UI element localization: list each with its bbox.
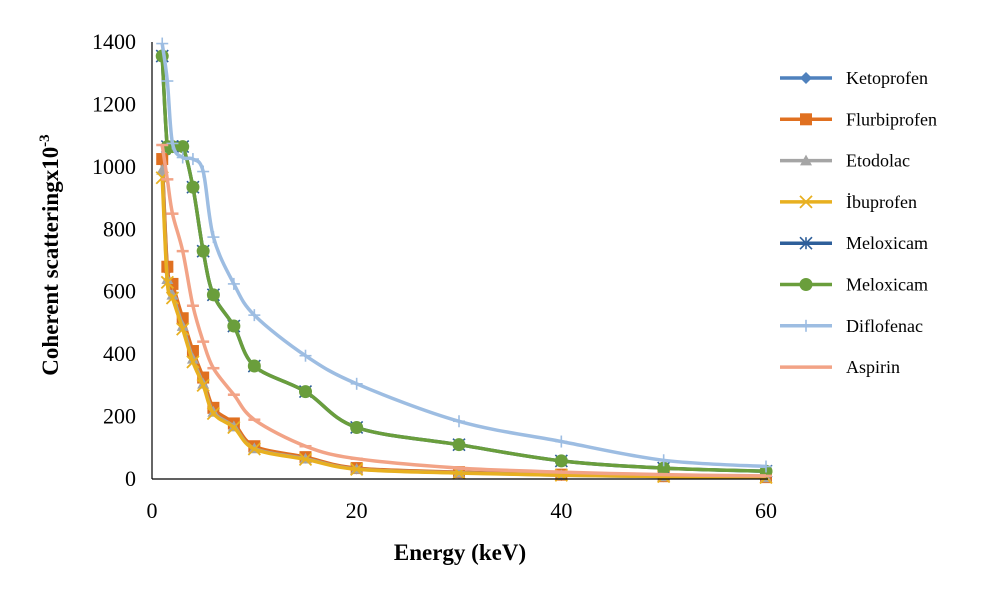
legend-marker-2: [800, 154, 812, 166]
legend-item-6: Diflofenac: [780, 316, 923, 336]
y-tick-label-3: 600: [103, 279, 136, 304]
legend-label-3: İbuprofen: [846, 192, 917, 212]
data-point-3-6: [206, 406, 221, 421]
y-axis-title: Coherent scatteringx10-3: [37, 134, 63, 375]
data-point-3-9: [298, 452, 313, 466]
series-0: [156, 153, 772, 484]
legend-marker-4: [799, 236, 813, 250]
legend-marker-0: [800, 72, 812, 84]
data-point-3-4: [186, 355, 200, 369]
data-point-5-5: [196, 244, 210, 258]
y-axis-title-main: Coherent scatteringx10: [38, 147, 63, 376]
data-point-2-2: [166, 288, 179, 300]
data-point-6-4: [186, 153, 199, 166]
data-point-6-6: [207, 231, 220, 244]
legend-label-2: Etodolac: [846, 151, 910, 171]
legend-item-0: Ketoprofen: [780, 68, 928, 88]
data-point-6-8: [248, 309, 261, 322]
series-6: [156, 37, 772, 473]
y-tick-label-0: 0: [125, 466, 136, 491]
data-point-3-3: [176, 322, 190, 336]
data-point-5-9: [299, 385, 312, 399]
legend-label-7: Aspirin: [846, 357, 900, 377]
series-line-2: [160, 169, 767, 480]
data-point-5-13: [657, 461, 671, 475]
legend-marker-1: [800, 113, 812, 126]
y-tick-label-2: 400: [103, 341, 136, 366]
data-point-5-11: [452, 438, 466, 452]
legend-label-4: Meloxicam: [846, 233, 928, 253]
y-axis-title-exponent: -3: [37, 134, 53, 147]
series-line-4: [160, 55, 767, 473]
data-point-6-9: [299, 349, 312, 362]
data-point-6-1: [161, 75, 174, 88]
data-point-3-10: [350, 462, 364, 476]
legend-label-0: Ketoprofen: [846, 68, 928, 88]
x-tick-label-1: 20: [346, 498, 368, 523]
legend-label-6: Diflofenac: [846, 316, 923, 336]
legend-item-4: Meloxicam: [780, 233, 928, 253]
data-point-3-5: [196, 378, 210, 392]
data-point-3-2: [165, 291, 180, 305]
legend-label-1: Flurbiprofen: [846, 109, 937, 129]
data-point-6-0: [156, 37, 169, 50]
series-line-3: [160, 177, 767, 480]
series-1: [156, 153, 772, 484]
series-3: [155, 171, 773, 485]
series-line-0: [160, 159, 767, 479]
legend-marker-6: [800, 319, 812, 332]
data-point-5-3: [176, 140, 190, 154]
data-point-3-8: [247, 442, 261, 456]
series-line-5: [160, 55, 767, 473]
data-point-5-4: [186, 180, 200, 194]
x-tick-label-0: 0: [147, 498, 158, 523]
legend-item-3: İbuprofen: [780, 192, 917, 212]
legend-label-5: Meloxicam: [846, 275, 928, 295]
data-point-6-12: [555, 435, 568, 448]
data-point-6-2: [166, 137, 179, 150]
data-point-6-13: [657, 454, 670, 467]
y-tick-label-1: 200: [103, 404, 136, 429]
data-point-5-6: [206, 288, 220, 302]
y-tick-label-4: 800: [103, 216, 136, 241]
x-tick-label-3: 60: [755, 498, 777, 523]
series-line-7: [160, 144, 767, 478]
legend-marker-3: [799, 195, 813, 209]
plot-area: [155, 37, 773, 485]
data-point-6-3: [176, 151, 189, 164]
series-7: [156, 143, 772, 478]
y-tick-label-6: 1200: [92, 91, 136, 116]
y-tick-label-7: 1400: [92, 29, 136, 54]
series-line-6: [160, 43, 767, 469]
data-point-5-7: [227, 319, 241, 333]
data-point-6-7: [227, 277, 240, 290]
data-point-3-7: [227, 420, 241, 435]
legend-item-2: Etodolac: [780, 151, 910, 171]
data-point-6-5: [197, 165, 210, 178]
legend: Ketoprofen Flurbiprofen Etodolac İbuprofen M…: [780, 68, 937, 377]
data-point-5-8: [247, 359, 261, 373]
data-point-5-10: [350, 420, 364, 434]
data-point-6-14: [760, 460, 772, 473]
data-point-3-1: [160, 275, 174, 289]
legend-marker-5: [799, 278, 813, 291]
y-tick-label-5: 1000: [92, 154, 136, 179]
x-axis-title: Energy (keV): [394, 540, 526, 565]
legend-item-1: Flurbiprofen: [780, 109, 937, 129]
legend-item-7: Aspirin: [780, 357, 900, 377]
tick-labels: 0 200 400 600 800 1000 1200 1400 0 20 40 60: [92, 29, 777, 523]
series-2: [156, 163, 772, 483]
series-line-1: [160, 159, 767, 479]
axes: [151, 42, 768, 480]
data-point-6-11: [453, 415, 465, 428]
legend-item-5: Meloxicam: [780, 275, 928, 295]
x-tick-label-2: 40: [550, 498, 572, 523]
data-point-5-12: [554, 454, 568, 468]
data-point-6-10: [350, 377, 363, 390]
